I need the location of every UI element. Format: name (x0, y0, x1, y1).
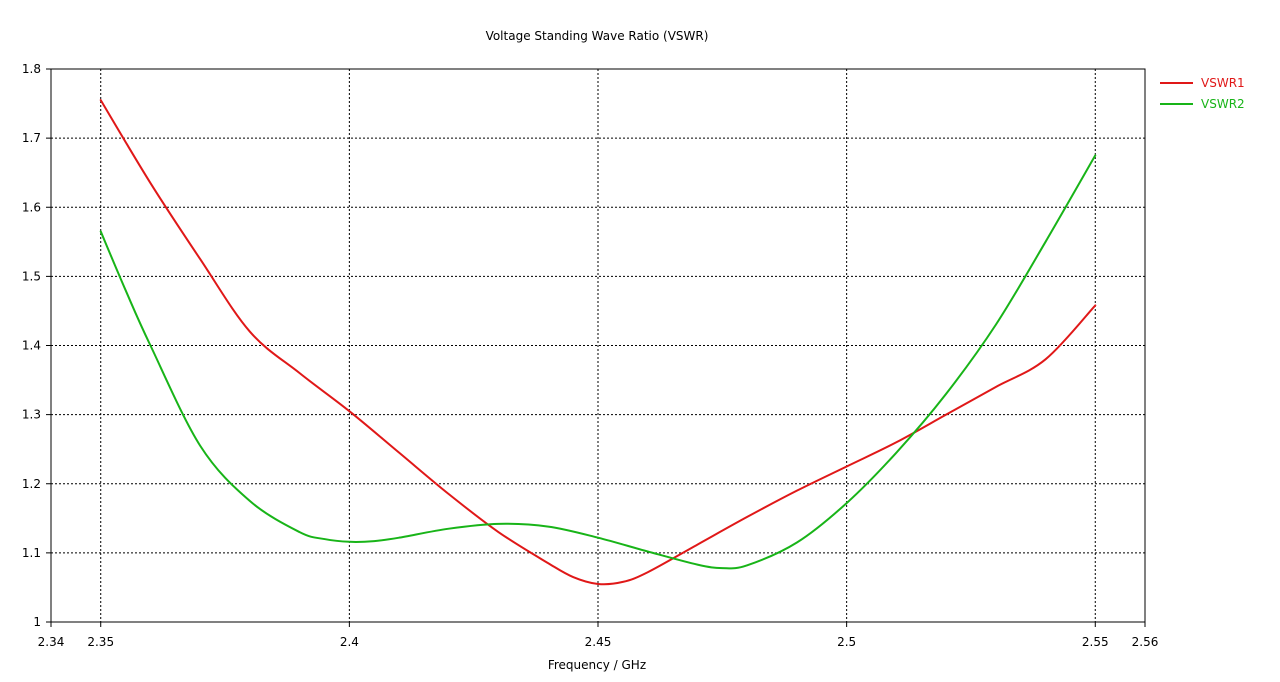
series-line-vswr2 (99, 154, 1097, 570)
y-tick-label: 1 (33, 615, 41, 629)
grid-layer (51, 69, 1145, 622)
y-tick-label: 1.2 (22, 477, 41, 491)
y-tick-label: 1.1 (22, 546, 41, 560)
legend-label-vswr2: VSWR2 (1201, 97, 1245, 111)
series-layer (99, 99, 1097, 586)
y-tick-label: 1.3 (22, 408, 41, 422)
x-axis-label: Frequency / GHz (548, 658, 646, 672)
legend-label-vswr1: VSWR1 (1201, 76, 1245, 90)
y-tick-label: 1.8 (22, 62, 41, 76)
x-tick-label: 2.34 (38, 635, 65, 649)
x-tick-label: 2.4 (340, 635, 359, 649)
x-tick-label: 2.35 (87, 635, 114, 649)
legend: VSWR1 VSWR2 (1160, 76, 1245, 111)
x-tick-label: 2.45 (585, 635, 612, 649)
y-tick-label: 1.4 (22, 339, 41, 353)
x-tick-label: 2.55 (1082, 635, 1109, 649)
chart-title: Voltage Standing Wave Ratio (VSWR) (486, 29, 709, 43)
x-tick-label: 2.56 (1132, 635, 1159, 649)
x-tick-label: 2.5 (837, 635, 856, 649)
y-tick-label: 1.7 (22, 131, 41, 145)
y-tick-label: 1.6 (22, 200, 41, 214)
tick-layer: 2.34 2.35 2.4 2.45 2.5 2.55 2.56 1 1.1 1.2 1.3 1.4 1… (22, 62, 1158, 649)
series-line-vswr1 (99, 99, 1097, 586)
y-tick-label: 1.5 (22, 269, 41, 283)
